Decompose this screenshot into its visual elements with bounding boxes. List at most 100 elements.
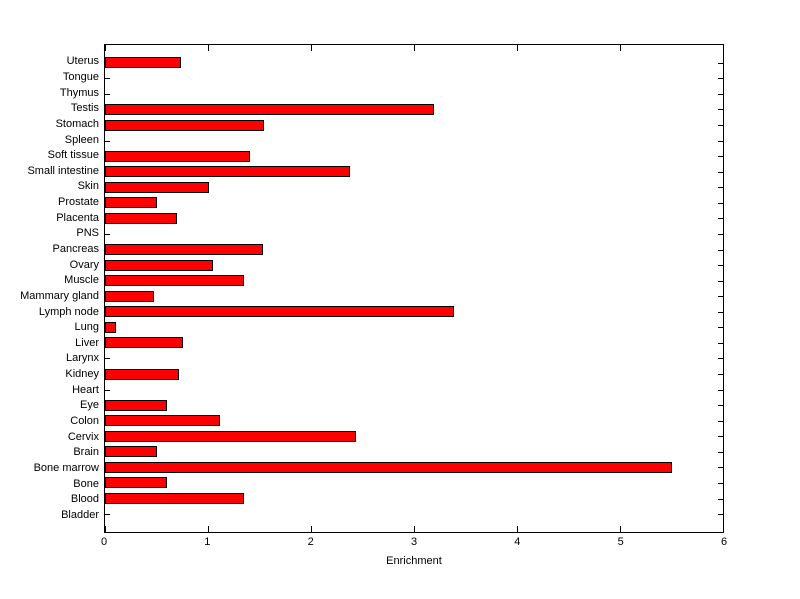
bar-row-cervix bbox=[105, 429, 723, 445]
y-tick bbox=[718, 296, 723, 298]
y-label-kidney: Kidney bbox=[65, 368, 99, 381]
x-tick bbox=[620, 526, 621, 532]
bar-kidney bbox=[105, 368, 180, 380]
y-label-pancreas: Pancreas bbox=[52, 243, 99, 255]
x-tick bbox=[620, 45, 621, 51]
y-tick bbox=[718, 374, 723, 376]
y-tick bbox=[718, 140, 723, 142]
y-tick bbox=[718, 249, 723, 251]
y-label-spleen: Spleen bbox=[64, 133, 99, 146]
y-tick bbox=[718, 358, 723, 360]
bar-row-tongue bbox=[105, 71, 723, 87]
bar-row-spleen bbox=[105, 133, 723, 149]
bar-blood bbox=[105, 493, 245, 505]
x-tick-label-0: 0 bbox=[100, 536, 108, 548]
bar-testis bbox=[105, 103, 434, 115]
bar-row-small-intestine bbox=[105, 164, 723, 180]
y-label-uterus: Uterus bbox=[66, 55, 99, 68]
bar-lung bbox=[105, 321, 117, 333]
y-tick bbox=[105, 358, 110, 360]
bar-row-bone bbox=[105, 475, 723, 491]
bar-ovary bbox=[105, 259, 214, 271]
y-tick bbox=[718, 78, 723, 80]
bar-row-pns bbox=[105, 226, 723, 242]
y-label-lung: Lung bbox=[74, 321, 99, 334]
y-tick bbox=[718, 156, 723, 158]
y-tick bbox=[718, 482, 723, 484]
y-tick bbox=[718, 62, 723, 64]
y-axis-labels: Uterus Tongue Thymus Testis Stomach Spleen Sof… bbox=[0, 44, 99, 533]
x-tick-label-5: 5 bbox=[617, 536, 624, 548]
y-label-tongue: Tongue bbox=[62, 70, 99, 83]
y-tick bbox=[718, 109, 723, 111]
y-label-larynx: Larynx bbox=[65, 352, 99, 365]
y-label-lymph-node: Lymph node bbox=[38, 305, 99, 318]
bar-skin bbox=[105, 181, 210, 193]
bar-row-skin bbox=[105, 180, 723, 196]
y-tick bbox=[718, 311, 723, 313]
y-tick bbox=[105, 514, 110, 516]
x-tick bbox=[105, 526, 106, 532]
y-label-heart: Heart bbox=[72, 383, 99, 396]
plot-area bbox=[104, 44, 724, 533]
y-tick bbox=[105, 389, 110, 391]
bar-soft-tissue bbox=[105, 150, 251, 162]
y-label-bone: Bone bbox=[73, 477, 99, 490]
x-tick bbox=[723, 45, 724, 51]
y-label-soft-tissue: Soft tissue bbox=[47, 149, 99, 162]
bar-row-liver bbox=[105, 335, 723, 351]
bar-row-thymus bbox=[105, 86, 723, 102]
bar-colon bbox=[105, 415, 221, 427]
y-label-prostate: Prostate bbox=[58, 196, 99, 209]
bar-row-heart bbox=[105, 382, 723, 398]
x-tick bbox=[105, 45, 106, 51]
bar-pancreas bbox=[105, 244, 263, 256]
y-label-liver: Liver bbox=[75, 336, 99, 349]
y-label-testis: Testis bbox=[70, 102, 99, 115]
y-tick bbox=[718, 202, 723, 204]
bar-placenta bbox=[105, 212, 178, 224]
bar-row-eye bbox=[105, 397, 723, 413]
y-label-pns: PNS bbox=[76, 227, 99, 240]
bar-liver bbox=[105, 337, 184, 349]
y-tick bbox=[718, 420, 723, 422]
bar-bone bbox=[105, 477, 167, 489]
y-tick bbox=[105, 233, 110, 235]
bar-row-larynx bbox=[105, 351, 723, 367]
y-label-blood: Blood bbox=[70, 493, 99, 506]
y-tick bbox=[718, 467, 723, 469]
bar-row-bladder bbox=[105, 506, 723, 522]
bar-stomach bbox=[105, 119, 264, 131]
bar-eye bbox=[105, 399, 167, 411]
bar-row-colon bbox=[105, 413, 723, 429]
y-tick bbox=[718, 405, 723, 407]
y-tick bbox=[718, 233, 723, 235]
bar-row-placenta bbox=[105, 211, 723, 227]
y-label-placenta: Placenta bbox=[56, 211, 99, 224]
y-label-ovary: Ovary bbox=[69, 258, 99, 271]
x-tick bbox=[311, 45, 312, 51]
x-tick-label-1: 1 bbox=[204, 536, 211, 548]
bar-uterus bbox=[105, 57, 182, 69]
y-label-skin: Skin bbox=[77, 180, 99, 193]
bar-row-mammary-gland bbox=[105, 288, 723, 304]
x-tick-label-3: 3 bbox=[410, 536, 418, 548]
y-tick bbox=[718, 125, 723, 127]
y-tick bbox=[718, 342, 723, 344]
bar-rows bbox=[105, 45, 723, 532]
x-tick bbox=[311, 526, 312, 532]
x-tick-label-2: 2 bbox=[307, 536, 314, 548]
x-tick bbox=[517, 526, 518, 532]
y-tick bbox=[718, 218, 723, 220]
y-label-cervix: Cervix bbox=[67, 430, 99, 443]
bar-row-blood bbox=[105, 491, 723, 507]
bar-bone-marrow bbox=[105, 461, 672, 473]
y-tick bbox=[718, 93, 723, 95]
bar-small-intestine bbox=[105, 166, 351, 178]
x-tick bbox=[208, 526, 209, 532]
bar-row-pancreas bbox=[105, 242, 723, 258]
y-label-muscle: Muscle bbox=[64, 274, 99, 287]
y-label-thymus: Thymus bbox=[59, 86, 99, 99]
y-label-brain: Brain bbox=[73, 446, 99, 459]
